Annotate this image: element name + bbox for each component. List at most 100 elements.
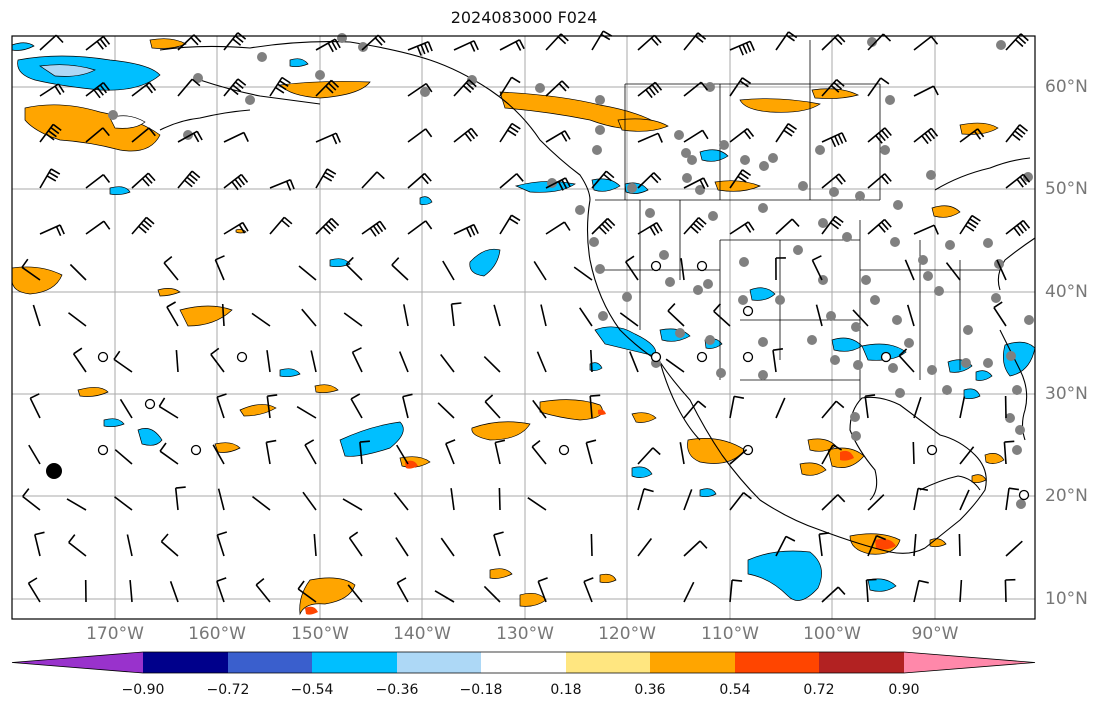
- wind-barb: [683, 489, 693, 511]
- colorbar-outline: [11, 651, 1036, 674]
- state-borders: [595, 40, 1000, 400]
- wind-barb: [591, 30, 613, 51]
- wind-barb: [255, 577, 271, 603]
- wind-barb: [680, 258, 685, 281]
- wind-barb: [821, 444, 842, 465]
- colorbar-label: −0.54: [290, 682, 334, 698]
- wind-barb: [177, 170, 201, 189]
- wind-barb: [683, 581, 695, 603]
- wind-barb: [590, 533, 593, 557]
- wind-barb: [223, 221, 249, 235]
- wind-barb: [729, 127, 755, 143]
- wind-barb: [904, 259, 915, 281]
- wind-barb: [32, 304, 41, 327]
- wind-barb: [996, 259, 1007, 281]
- wind-barb: [27, 577, 41, 603]
- lon-label-160w: 160°W: [188, 624, 246, 644]
- wind-barb: [396, 444, 409, 465]
- wind-barb: [499, 122, 521, 143]
- wind-barb: [913, 85, 939, 97]
- wind-barb: [166, 301, 179, 327]
- wind-barb: [815, 304, 823, 327]
- wind-barb: [531, 439, 547, 465]
- wind-barb: [21, 258, 41, 281]
- wind-barb: [913, 396, 922, 419]
- wind-barb: [867, 218, 892, 235]
- lon-label-110w: 110°W: [701, 624, 759, 644]
- wind-barb: [913, 579, 929, 603]
- wind-barb: [498, 487, 501, 511]
- wind-barb: [775, 535, 796, 557]
- wind-barb: [637, 447, 661, 465]
- wind-barb: [898, 348, 915, 373]
- wind-barb: [159, 442, 179, 465]
- colorbar-label: 0.72: [803, 682, 835, 698]
- wind-barb: [298, 265, 317, 281]
- wind-barbs: [21, 30, 1031, 603]
- wind-barb: [527, 497, 547, 511]
- wind-barb: [177, 130, 203, 143]
- wind-barb: [85, 81, 111, 99]
- wind-barb: [212, 444, 225, 465]
- wind-barb: [959, 579, 963, 603]
- large-station-marker: [46, 463, 62, 479]
- wind-barb: [864, 394, 876, 419]
- wind-barb: [68, 312, 87, 327]
- wind-barb: [821, 215, 844, 235]
- wind-barb: [637, 222, 663, 236]
- wind-barb: [913, 534, 917, 557]
- wind-barb: [269, 178, 295, 191]
- wind-barb: [1005, 487, 1020, 511]
- colorbar-segment: [735, 652, 819, 673]
- wind-barb: [499, 173, 524, 189]
- positive-strong-contours: [305, 409, 896, 615]
- wind-barb: [483, 585, 501, 603]
- map-title: 2024083000 F024: [450, 8, 598, 27]
- wind-barb: [683, 81, 709, 97]
- wind-barb: [637, 488, 654, 511]
- wind-barb: [131, 81, 157, 97]
- colorbar-label: −0.36: [375, 682, 419, 698]
- wind-barb: [590, 349, 593, 373]
- wind-barb: [945, 262, 961, 281]
- wind-barb: [683, 177, 709, 190]
- wind-barb: [310, 350, 317, 373]
- wind-barb: [867, 534, 887, 557]
- lat-label-30n: 30°N: [1045, 384, 1088, 404]
- wind-barb: [729, 40, 755, 56]
- wind-barb: [499, 76, 521, 97]
- wind-barb: [545, 221, 571, 235]
- wind-barb: [39, 123, 62, 143]
- lat-label-20n: 20°N: [1045, 486, 1088, 506]
- wind-barb: [296, 406, 317, 419]
- wind-barb: [1005, 124, 1028, 143]
- wind-barb: [445, 439, 456, 465]
- wind-barb: [265, 439, 277, 465]
- wind-barb: [811, 255, 823, 281]
- wind-barb: [453, 223, 479, 238]
- colorbar-label: 0.36: [634, 682, 666, 698]
- colorbar-label: 0.54: [719, 682, 751, 698]
- wind-barb: [775, 123, 797, 143]
- wind-barb: [361, 220, 387, 237]
- colorbar-segment: [566, 652, 650, 673]
- wind-barb: [85, 173, 111, 189]
- wind-barb: [540, 304, 547, 327]
- wind-barb: [821, 586, 846, 603]
- wind-barb: [301, 308, 317, 327]
- wind-barb: [343, 312, 363, 327]
- wind-barb: [852, 309, 869, 327]
- wind-barb: [407, 220, 433, 235]
- wind-barb: [361, 171, 385, 189]
- wind-barb: [775, 257, 786, 281]
- map-frame: [11, 35, 1036, 620]
- wind-barb: [484, 394, 501, 419]
- wind-barb: [391, 257, 409, 281]
- wind-barb: [407, 172, 432, 189]
- colorbar-label: −0.72: [206, 682, 250, 698]
- observation-stations: [108, 33, 1034, 509]
- wind-barb: [131, 216, 155, 235]
- wind-barb: [713, 303, 731, 327]
- lat-label-50n: 50°N: [1045, 179, 1088, 199]
